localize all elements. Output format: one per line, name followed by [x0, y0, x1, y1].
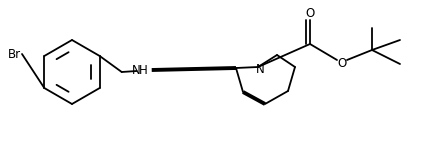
Text: O: O	[306, 6, 315, 20]
Text: Br: Br	[8, 47, 21, 61]
Text: O: O	[337, 57, 347, 69]
Text: H: H	[139, 63, 148, 77]
Text: N: N	[256, 63, 264, 75]
Text: N: N	[132, 63, 141, 77]
